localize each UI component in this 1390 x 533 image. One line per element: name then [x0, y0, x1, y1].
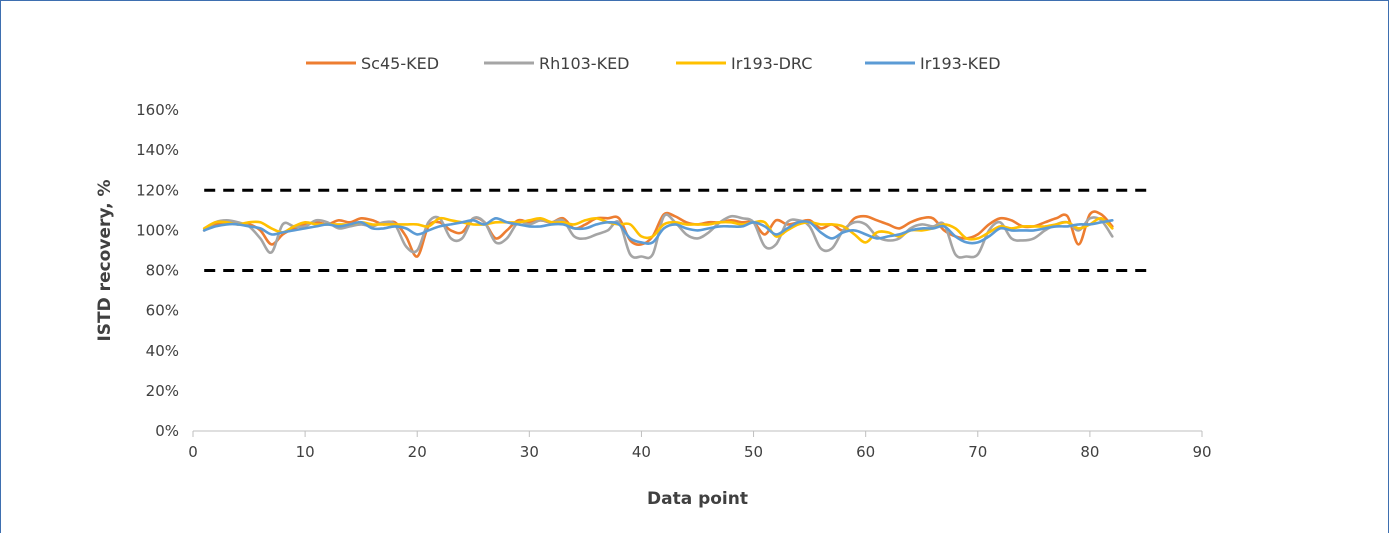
legend-label-rh103-ked: Rh103-KED: [539, 54, 630, 73]
y-axis-title: ISTD recovery, %: [95, 179, 115, 341]
y-tick-label: 140%: [136, 141, 179, 159]
x-tick-label: 30: [520, 443, 539, 461]
x-tick-label: 50: [744, 443, 763, 461]
x-tick-labels: 0 10 20 30 40 50 60 70 80 90: [188, 443, 1211, 461]
y-tick-label: 100%: [136, 221, 179, 239]
y-tick-label: 0%: [155, 422, 179, 440]
x-axis-title: Data point: [647, 489, 748, 509]
axes: [192, 430, 1203, 437]
x-tick-label: 60: [856, 443, 875, 461]
series-line-sc45-ked: [202, 210, 1114, 258]
x-tick-label: 90: [1192, 443, 1211, 461]
y-tick-label: 120%: [136, 181, 179, 199]
y-tick-labels: 0% 20% 40% 60% 80% 100% 120% 140% 160%: [136, 101, 179, 440]
x-tick-label: 40: [632, 443, 651, 461]
legend-label-ir193-ked: Ir193-KED: [920, 54, 1001, 73]
y-tick-label: 20%: [146, 382, 179, 400]
x-tick-label: 20: [408, 443, 427, 461]
y-tick-label: 80%: [146, 262, 179, 280]
reference-lines: [204, 188, 1152, 272]
legend-label-sc45-ked: Sc45-KED: [361, 54, 439, 73]
x-tick-label: 0: [188, 443, 198, 461]
y-tick-label: 60%: [146, 302, 179, 320]
y-tick-label: 160%: [136, 101, 179, 119]
x-tick-label: 70: [968, 443, 987, 461]
series-lines: [202, 210, 1114, 260]
x-tick-label: 80: [1080, 443, 1099, 461]
y-tick-label: 40%: [146, 342, 179, 360]
series-line-ir193-ked: [202, 216, 1114, 245]
legend: Sc45-KED Rh103-KED Ir193-DRC Ir193-KED: [306, 54, 1001, 73]
legend-label-ir193-drc: Ir193-DRC: [731, 54, 812, 73]
x-tick-label: 10: [296, 443, 315, 461]
